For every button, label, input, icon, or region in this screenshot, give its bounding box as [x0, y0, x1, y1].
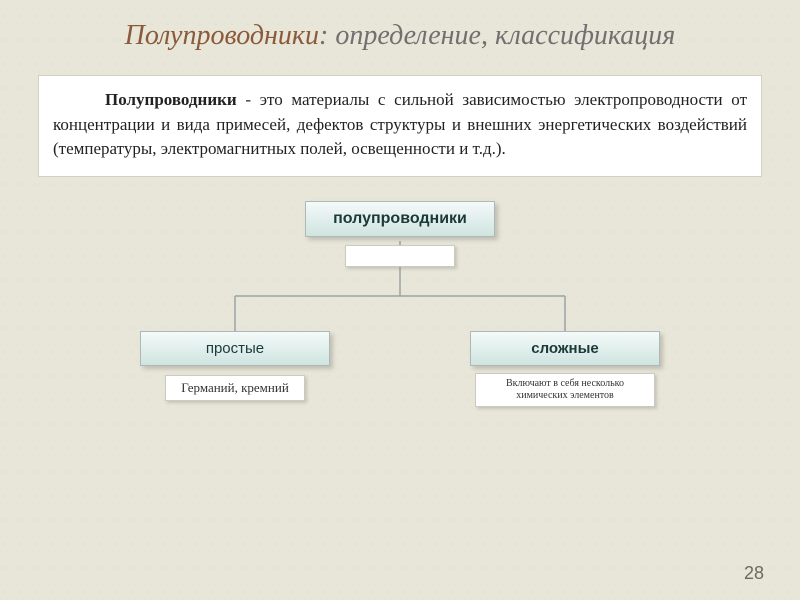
definition-indent	[53, 90, 105, 109]
definition-term: Полупроводники	[105, 90, 237, 109]
classification-tree: полупроводники простые Германий, кремний…	[80, 201, 720, 461]
tree-node-complex: сложные	[470, 331, 660, 366]
page-number: 28	[744, 563, 764, 584]
tree-node-complex-label: сложные	[531, 340, 599, 357]
tree-root-node: полупроводники	[305, 201, 495, 237]
tree-node-simple-label: простые	[206, 340, 264, 357]
tree-sub-complex-label: Включают в себя несколько химических эле…	[506, 378, 624, 401]
page-title: Полупроводники: определение, классификац…	[0, 0, 800, 53]
tree-sub-simple: Германий, кремний	[165, 375, 305, 401]
tree-sub-complex: Включают в себя несколько химических эле…	[475, 373, 655, 407]
title-rest: : определение, классификация	[319, 20, 675, 51]
definition-box: Полупроводники - это материалы с сильной…	[38, 75, 762, 177]
title-emphasis: Полупроводники	[125, 20, 319, 51]
tree-root-label: полупроводники	[333, 210, 467, 227]
tree-node-simple: простые	[140, 331, 330, 366]
tree-sub-simple-label: Германий, кремний	[181, 380, 289, 395]
tree-root-stub	[345, 245, 455, 267]
